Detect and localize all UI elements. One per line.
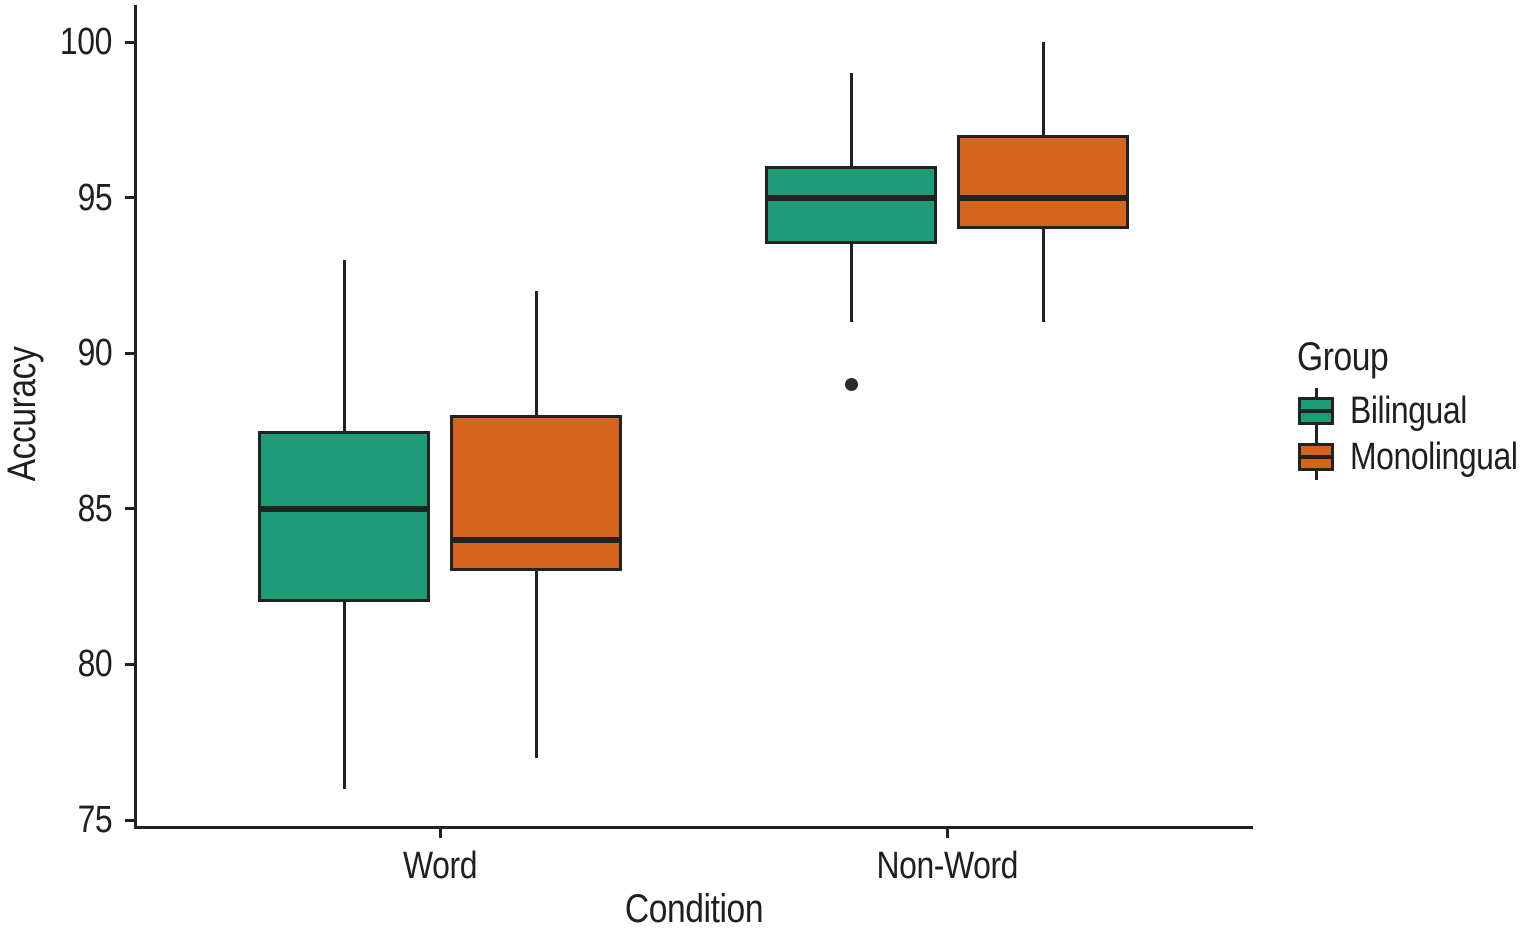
x-tick-mark [945, 828, 949, 838]
y-tick-text: 100 [59, 21, 112, 63]
legend-key-part [1314, 425, 1318, 434]
legend-entry-text: Bilingual [1350, 390, 1467, 432]
box-word-bilingual [258, 431, 430, 603]
legend-entry-label: Bilingual [1350, 389, 1489, 433]
y-axis-title: Accuracy [0, 334, 45, 495]
legend-key-part [1314, 388, 1318, 397]
median-line-non-word-bilingual [765, 194, 937, 201]
legend-entry-text: Monolingual [1350, 436, 1518, 478]
y-tick-text: 90 [77, 332, 112, 375]
median-line-word-bilingual [258, 505, 430, 512]
whisker-upper-word-bilingual [342, 259, 346, 431]
y-tick-mark [125, 40, 134, 44]
y-tick-mark [125, 818, 134, 822]
whisker-lower-word-bilingual [342, 602, 346, 789]
y-tick-label: 90 [0, 331, 112, 375]
box-non-word-monolingual [957, 135, 1129, 229]
x-tick-text: Word [402, 845, 477, 887]
x-tick-label: Word [290, 844, 590, 888]
whisker-upper-non-word-monolingual [1041, 42, 1045, 136]
whisker-lower-word-monolingual [534, 571, 538, 758]
whisker-upper-word-monolingual [534, 290, 538, 416]
box-non-word-bilingual [765, 166, 937, 245]
y-tick-label: 95 [0, 176, 112, 220]
legend-title: Group [1297, 334, 1535, 380]
x-tick-label: Non-Word [797, 844, 1097, 888]
y-tick-mark [125, 662, 134, 666]
legend-entry-label: Monolingual [1350, 435, 1535, 479]
legend-key-part [1314, 434, 1318, 443]
legend-entry-monolingual: Monolingual [1297, 434, 1535, 480]
x-tick-mark [438, 828, 442, 838]
whisker-lower-non-word-bilingual [849, 244, 853, 323]
legend: Group Bilingual Monolingual [1297, 334, 1535, 480]
y-tick-label: 100 [0, 20, 112, 64]
legend-boxplot-key-icon [1297, 388, 1335, 434]
whisker-upper-non-word-bilingual [849, 73, 853, 167]
legend-boxplot-key-icon [1297, 434, 1335, 480]
x-tick-text: Non-Word [876, 845, 1018, 887]
legend-title-text: Group [1297, 335, 1389, 379]
outlier-point-non-word-bilingual [844, 377, 858, 391]
y-axis-line [133, 5, 137, 829]
legend-key-part [1314, 471, 1318, 480]
x-axis-title-text: Condition [624, 887, 764, 931]
legend-entry-bilingual: Bilingual [1297, 388, 1535, 434]
whisker-lower-non-word-monolingual [1041, 228, 1045, 323]
y-tick-mark [125, 196, 134, 200]
x-axis-title: Condition [612, 886, 777, 932]
legend-key-part [1298, 409, 1334, 413]
median-line-word-monolingual [450, 536, 622, 543]
legend-key-part [1298, 455, 1334, 459]
y-tick-text: 95 [77, 176, 112, 219]
y-tick-text: 80 [77, 643, 112, 686]
x-axis-line [133, 825, 1253, 829]
y-tick-text: 75 [77, 799, 112, 841]
y-tick-mark [125, 507, 134, 511]
y-tick-label: 80 [0, 642, 112, 686]
y-tick-text: 85 [77, 487, 112, 530]
box-word-monolingual [450, 415, 622, 572]
legend-entries: Bilingual Monolingual [1297, 388, 1535, 480]
y-tick-mark [125, 351, 134, 355]
median-line-non-word-monolingual [957, 194, 1129, 201]
y-tick-label: 85 [0, 487, 112, 531]
y-tick-label: 75 [0, 798, 112, 842]
y-axis-title-text: Accuracy [0, 346, 44, 482]
